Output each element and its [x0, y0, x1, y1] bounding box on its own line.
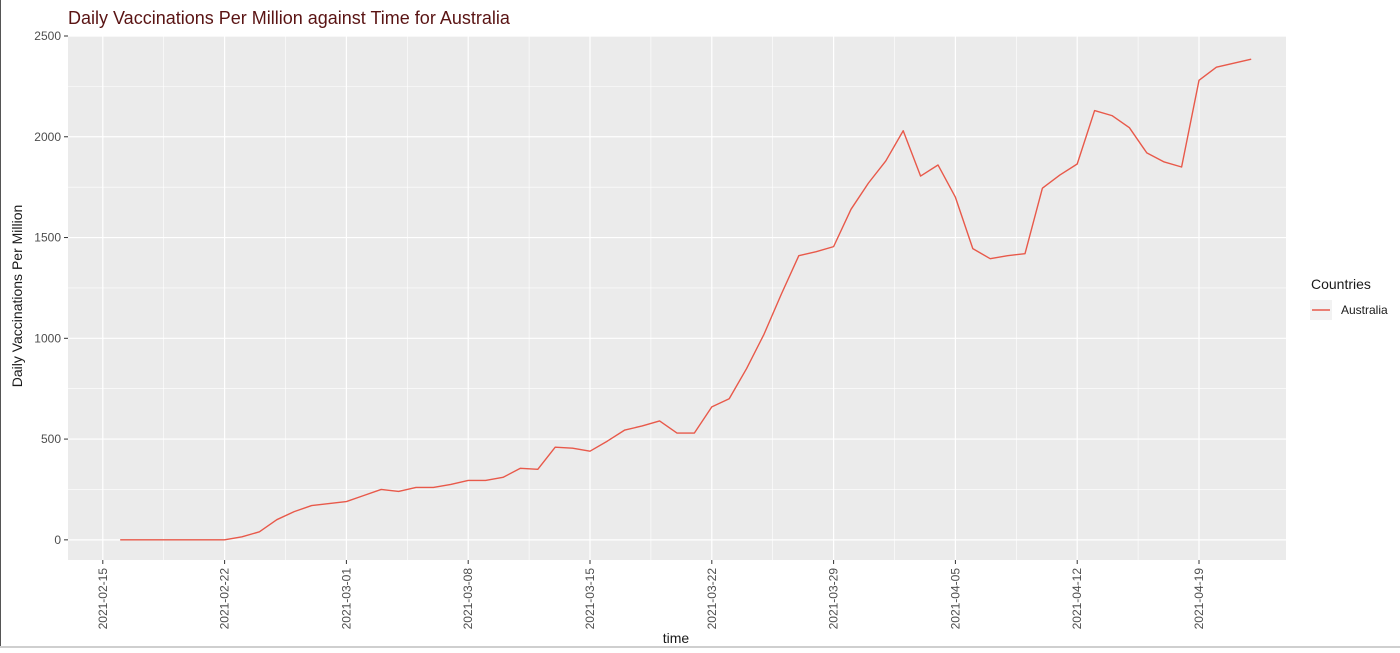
x-tick-label: 2021-04-19	[1192, 568, 1206, 630]
y-tick-label: 0	[54, 533, 61, 547]
x-tick-label: 2021-03-01	[339, 568, 353, 630]
x-tick-label: 2021-03-29	[827, 568, 841, 630]
x-tick-label: 2021-04-12	[1070, 568, 1084, 630]
plot-area	[68, 35, 1286, 560]
y-tick-label: 2000	[34, 130, 61, 144]
y-tick-label: 1500	[34, 231, 61, 245]
y-tick-label: 500	[41, 432, 61, 446]
x-tick-label: 2021-02-22	[218, 568, 232, 630]
legend-title: Countries	[1311, 276, 1371, 292]
x-axis-label: time	[663, 630, 690, 646]
x-tick-label: 2021-03-08	[461, 568, 475, 630]
x-tick-label: 2021-04-05	[948, 568, 962, 630]
y-tick-label: 1000	[34, 331, 61, 345]
series-line-australia	[120, 58, 1252, 541]
x-tick-label: 2021-03-22	[705, 568, 719, 630]
x-tick-label: 2021-02-15	[96, 568, 110, 630]
legend-entry-label: Australia	[1341, 303, 1388, 317]
x-tick-label: 2021-03-15	[583, 568, 597, 630]
plot-panel	[68, 36, 1286, 560]
bottom-border	[0, 646, 1400, 648]
y-axis-label: Daily Vaccinations Per Million	[9, 205, 25, 388]
y-tick-label: 2500	[34, 29, 61, 43]
left-border	[0, 0, 1, 648]
chart-title: Daily Vaccinations Per Million against T…	[68, 8, 511, 28]
